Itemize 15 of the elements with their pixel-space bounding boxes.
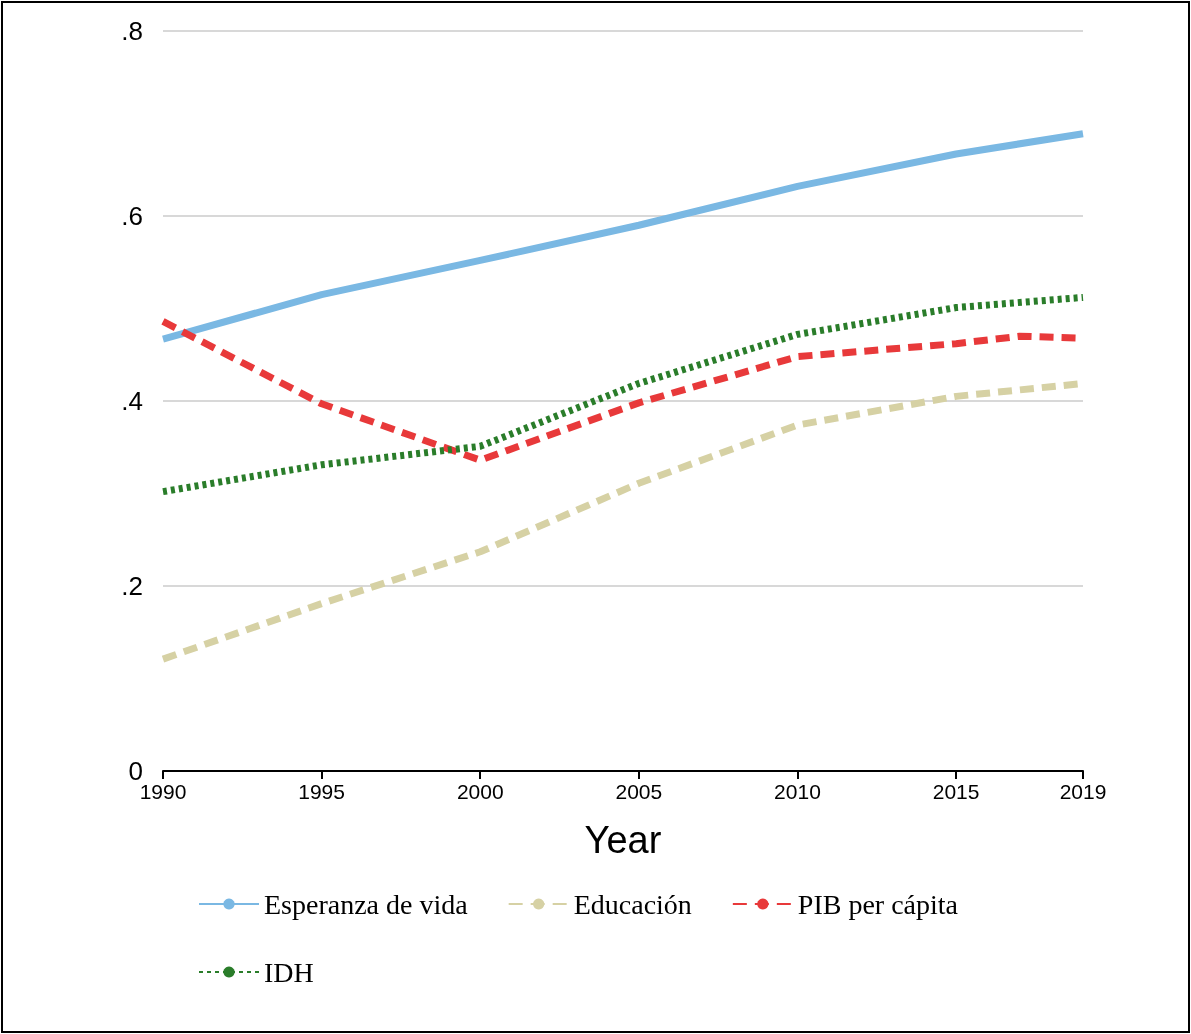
x-tick-label: 2010 <box>774 780 821 803</box>
x-tick-label: 2000 <box>456 780 504 803</box>
y-tick-label: .6 <box>121 201 143 231</box>
y-tick-label: .2 <box>121 571 143 601</box>
legend-label: PIB per cápita <box>797 888 959 920</box>
y-tick-label: .8 <box>121 16 143 46</box>
legend-label: Esperanza de vida <box>264 888 469 920</box>
x-tick-label: 1995 <box>298 780 345 803</box>
x-tick-label: 2005 <box>615 780 663 803</box>
x-tick-label: 2015 <box>932 780 980 803</box>
y-tick-label: .4 <box>121 386 143 416</box>
legend-label: Educación <box>573 888 692 920</box>
legend-label: IDH <box>264 956 314 988</box>
x-tick-label: 2019 <box>1059 780 1107 803</box>
x-axis-title: Year <box>584 819 662 861</box>
